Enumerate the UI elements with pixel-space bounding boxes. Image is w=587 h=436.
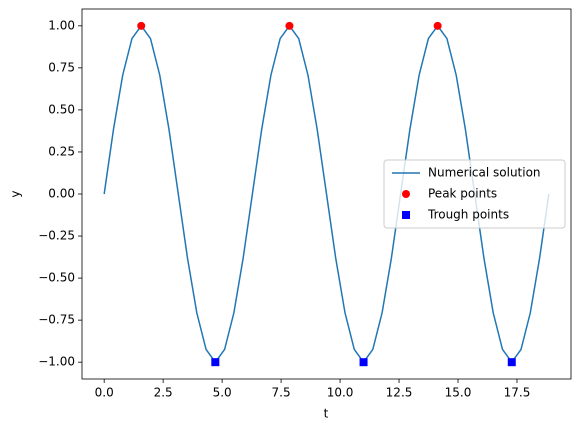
legend-swatch: [402, 190, 410, 198]
legend-swatch: [402, 211, 410, 219]
legend-label: Trough points: [427, 208, 509, 222]
x-tick-label: 10.0: [327, 386, 354, 400]
y-tick-label: −0.50: [38, 271, 75, 285]
y-tick-label: −1.00: [38, 355, 75, 369]
x-tick-label: 0.0: [95, 386, 114, 400]
x-tick-label: 7.5: [272, 386, 291, 400]
x-axis-label: t: [324, 407, 329, 421]
x-tick-label: 5.0: [213, 386, 232, 400]
y-axis-label: y: [9, 190, 23, 197]
legend-box: [383, 159, 566, 229]
y-tick-label: −0.75: [38, 313, 75, 327]
data-point: [359, 358, 368, 367]
y-tick-label: 0.50: [48, 102, 75, 116]
x-tick-label: 12.5: [386, 386, 413, 400]
x-tick-label: 17.5: [504, 386, 531, 400]
y-tick-label: 0.00: [48, 187, 75, 201]
legend-label: Peak points: [428, 187, 497, 201]
y-tick-label: 0.75: [48, 60, 75, 74]
y-tick-label: 0.25: [48, 144, 75, 158]
y-tick-label: −0.25: [38, 229, 75, 243]
x-tick-label: 15.0: [445, 386, 472, 400]
x-tick-label: 2.5: [154, 386, 173, 400]
data-point: [211, 358, 220, 367]
data-point: [137, 21, 146, 30]
legend-label: Numerical solution: [428, 166, 541, 180]
data-point: [433, 21, 442, 30]
data-point: [507, 358, 516, 367]
y-tick-label: 1.00: [48, 18, 75, 32]
data-point: [285, 21, 294, 30]
